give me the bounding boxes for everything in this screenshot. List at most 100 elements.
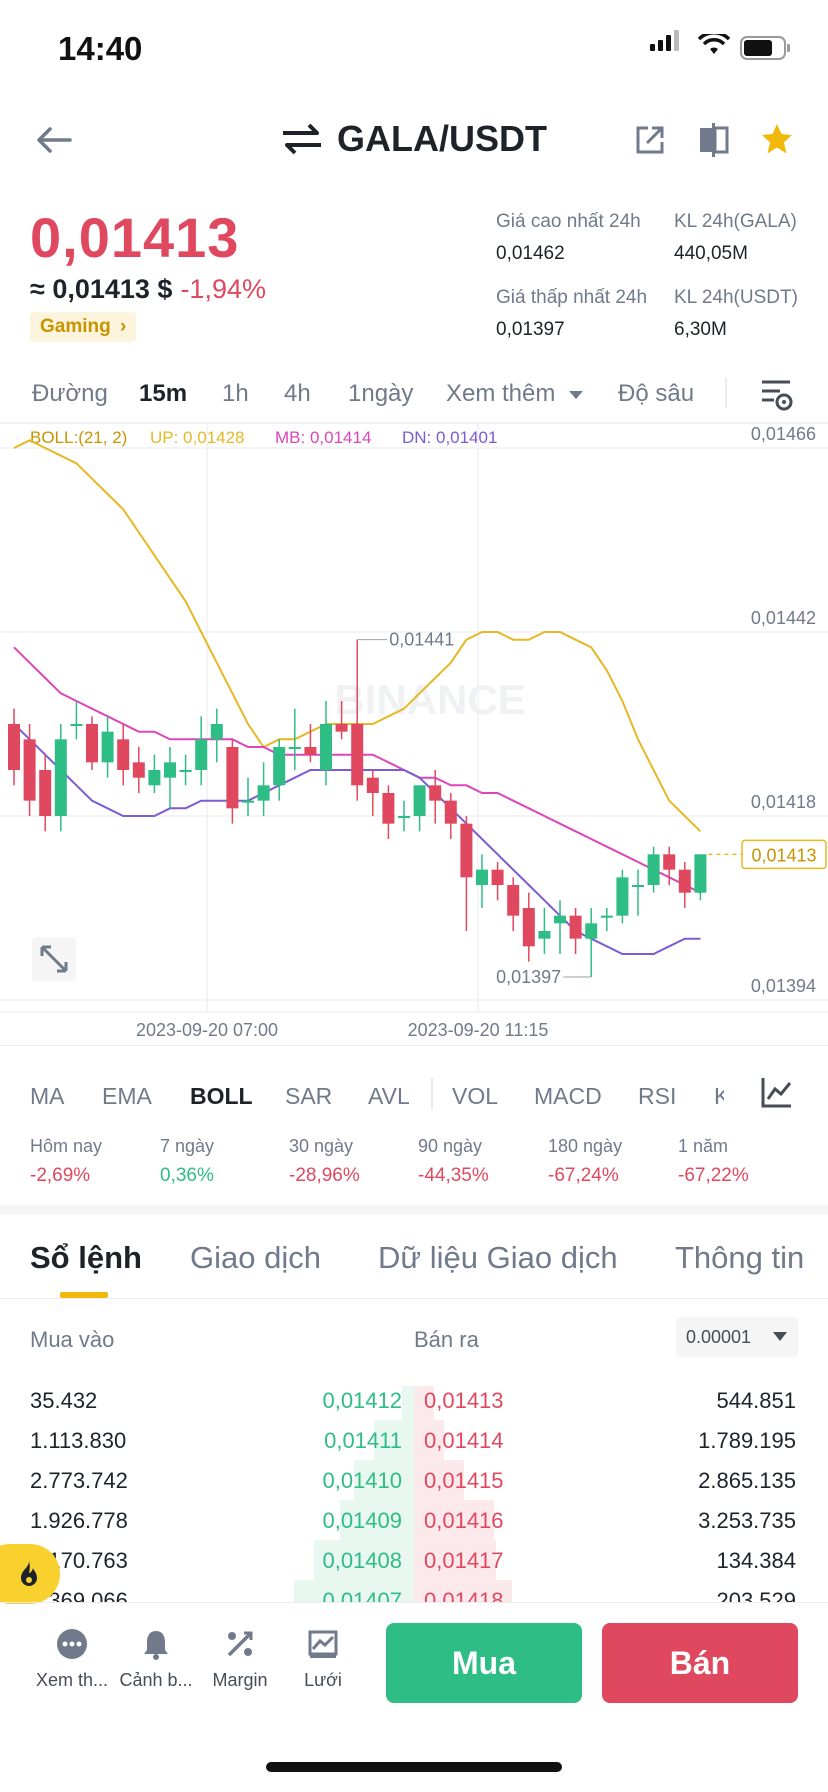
nav-margin[interactable]: Margin	[198, 1628, 282, 1691]
candle-body	[210, 724, 223, 740]
ind-tab-ma[interactable]: MA	[30, 1083, 65, 1109]
perf-value-7d: 0,36%	[160, 1165, 214, 1186]
caret-down-icon	[773, 1332, 787, 1341]
ask-price: 0,01418	[424, 1588, 504, 1602]
bid-price: 0,01407	[322, 1588, 402, 1602]
candle-body	[616, 877, 629, 916]
order-book-row[interactable]: 1.170.763 0,01408 0,01417 134.384	[0, 1540, 828, 1580]
order-book-list: 35.432 0,01412 0,01413 544.851 1.113.830…	[0, 1380, 828, 1602]
candle-body	[585, 923, 598, 939]
vol-quote-value: 6,30M	[674, 319, 727, 340]
ask-qty: 2.865.135	[698, 1468, 796, 1493]
candle-body	[476, 869, 488, 885]
candle-body	[632, 885, 644, 887]
perf-label-30d: 30 ngày	[289, 1136, 354, 1156]
high-24h-label: Giá cao nhất 24h	[496, 211, 641, 232]
candle-body	[86, 724, 98, 763]
swap-arrows-icon[interactable]	[281, 121, 323, 155]
nav-grid[interactable]: Lưới	[281, 1628, 365, 1691]
ind-tab-k[interactable]: K	[714, 1083, 724, 1109]
ind-tab-sar[interactable]: SAR	[285, 1083, 333, 1109]
candle-body	[23, 739, 36, 801]
order-book-row[interactable]: 35.432 0,01412 0,01413 544.851	[0, 1380, 828, 1420]
pair-name: GALA/USDT	[337, 118, 547, 159]
bid-depth-bar	[340, 1500, 414, 1540]
tab-trades[interactable]: Giao dịch	[190, 1240, 321, 1275]
ask-price: 0,01414	[424, 1428, 504, 1453]
tab-depth[interactable]: Độ sâu	[618, 380, 695, 407]
tab-4h[interactable]: 4h	[284, 380, 311, 407]
vol-base-value: 440,05M	[674, 243, 748, 264]
vol-base-label: KL 24h(GALA)	[674, 211, 797, 232]
divider	[0, 1298, 828, 1299]
category-tag[interactable]: Gaming ›	[30, 312, 137, 342]
sell-button[interactable]: Bán	[602, 1623, 798, 1703]
back-arrow-icon[interactable]	[34, 124, 74, 156]
order-book-row[interactable]: 1.369.066 0,01407 0,01418 203.529	[0, 1580, 828, 1602]
section-separator	[0, 1205, 828, 1215]
tab-15m[interactable]: 15m	[139, 380, 188, 407]
fullscreen-button[interactable]	[32, 937, 76, 981]
candle-body	[538, 931, 551, 939]
tab-trading-data[interactable]: Dữ liệu Giao dịch	[378, 1240, 618, 1275]
boll-legend-up: UP: 0,01428	[150, 428, 245, 447]
tab-1day[interactable]: 1ngày	[348, 380, 414, 407]
bid-qty: 1.369.066	[30, 1588, 128, 1602]
perf-label-1y: 1 năm	[678, 1136, 729, 1156]
nav-margin-label: Margin	[212, 1670, 268, 1690]
tab-info[interactable]: Thông tin	[675, 1240, 805, 1275]
ind-tab-macd[interactable]: MACD	[534, 1083, 602, 1109]
ind-tab-ema[interactable]: EMA	[102, 1083, 152, 1109]
ind-tab-vol[interactable]: VOL	[452, 1083, 499, 1109]
pair-title[interactable]: GALA/USDT	[0, 118, 828, 160]
ask-qty: 1.789.195	[698, 1428, 796, 1453]
vol-quote-label: KL 24h(USDT)	[674, 287, 798, 308]
compare-icon[interactable]	[698, 122, 730, 158]
candle-body	[101, 731, 114, 763]
candle-body	[242, 800, 254, 803]
candle-body	[320, 724, 332, 770]
candle-body	[226, 747, 239, 809]
hot-floating-button[interactable]	[0, 1544, 60, 1604]
ind-tab-boll[interactable]: BOLL	[190, 1083, 253, 1109]
favorite-star-icon[interactable]	[760, 122, 794, 156]
order-book-row[interactable]: 2.773.742 0,01410 0,01415 2.865.135	[0, 1460, 828, 1500]
change-percent: -1,94%	[180, 274, 266, 304]
order-book-row[interactable]: 1.113.830 0,01411 0,01414 1.789.195	[0, 1420, 828, 1460]
bottom-bar-border	[0, 1602, 828, 1603]
ind-tab-avl[interactable]: AVL	[368, 1083, 410, 1109]
y-tick-label: 0,01442	[751, 608, 816, 628]
active-tab-indicator	[60, 1292, 108, 1298]
buy-column-label: Mua vào	[30, 1327, 115, 1352]
tab-1h[interactable]: 1h	[222, 380, 249, 407]
share-icon[interactable]	[634, 124, 666, 156]
candle-body	[117, 739, 130, 770]
nav-more[interactable]: Xem th...	[30, 1628, 114, 1691]
candle-body	[132, 762, 145, 778]
perf-value-180d: -67,24%	[548, 1165, 619, 1186]
order-book-row[interactable]: 1.926.778 0,01409 0,01416 3.253.735	[0, 1500, 828, 1540]
y-tick-label: 0,01418	[751, 792, 816, 812]
ask-price: 0,01415	[424, 1468, 504, 1493]
candle-body	[398, 816, 410, 818]
chart-settings-icon[interactable]	[760, 378, 794, 412]
tab-line[interactable]: Đường	[32, 380, 108, 407]
precision-select[interactable]: 0.00001	[676, 1317, 798, 1357]
nav-alert[interactable]: Cảnh b...	[114, 1628, 198, 1691]
bid-qty: 2.773.742	[30, 1468, 128, 1493]
perf-value-1y: -67,22%	[678, 1165, 749, 1186]
perf-label-today: Hôm nay	[30, 1136, 103, 1156]
signal-icon	[650, 30, 679, 51]
perf-label-7d: 7 ngày	[160, 1136, 215, 1156]
y-tick-label: 0,01466	[751, 424, 816, 444]
tab-more[interactable]: Xem thêm	[446, 380, 584, 408]
ind-divider	[431, 1078, 433, 1110]
buy-button[interactable]: Mua	[386, 1623, 582, 1703]
tab-order-book[interactable]: Sổ lệnh	[30, 1240, 142, 1275]
indicator-settings-icon[interactable]	[760, 1075, 794, 1109]
boll-legend-name: BOLL:(21, 2)	[30, 428, 128, 447]
ind-tab-rsi[interactable]: RSI	[638, 1083, 677, 1109]
wifi-icon	[698, 34, 730, 54]
price-chart[interactable]: 0,01466 0,01442 0,01418 0,01394 2023-09-20 0…	[0, 424, 828, 1046]
candle-body	[460, 823, 473, 878]
